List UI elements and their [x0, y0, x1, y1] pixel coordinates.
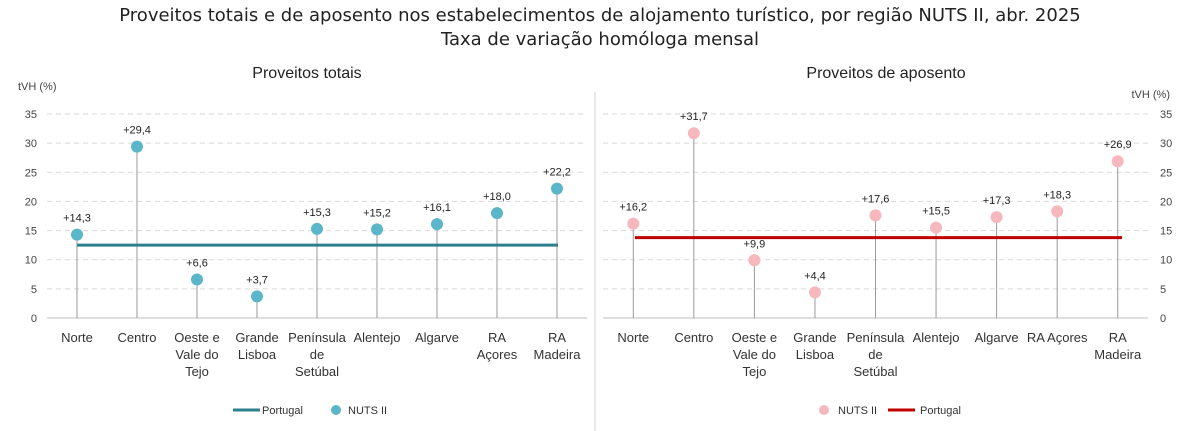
chart-1-category-label: Península [288, 330, 347, 345]
chart-1-legend-label: NUTS II [348, 405, 387, 417]
chart-1-point [251, 290, 263, 303]
chart-1-point [311, 222, 323, 235]
chart-2-point [748, 254, 761, 267]
figure-title-block: Proveitos totais e de aposento nos estab… [0, 4, 1200, 52]
chart-2-category-label: Lisboa [796, 347, 835, 362]
chart-2-point [869, 209, 882, 222]
chart-2-legend-label: Portugal [920, 405, 961, 417]
figure-title: Proveitos totais e de aposento nos estab… [119, 5, 1081, 26]
chart-1-data-label: +18,0 [483, 191, 511, 203]
chart-2-point [1111, 155, 1124, 168]
chart-1-category-label: Oeste e [174, 330, 220, 345]
chart-1-category-label: de [310, 347, 324, 362]
chart-2-category-label: Tejo [742, 364, 766, 379]
chart-1-ytick-label: 10 [25, 255, 37, 267]
chart-2-data-label: +15,5 [922, 206, 950, 218]
chart-1-data-label: +16,1 [423, 202, 451, 214]
chart-1-ylabel: tVH (%) [18, 81, 57, 93]
chart-1-category-label: Vale do [175, 347, 218, 362]
chart-1-category-label: Algarve [415, 330, 459, 345]
chart-2-ytick-label: 0 [1160, 313, 1166, 325]
chart-1-ytick-label: 30 [25, 138, 37, 150]
chart-1-point [191, 273, 203, 286]
chart-2-data-label: +4,4 [804, 270, 826, 282]
chart-2-ylabel: tVH (%) [1132, 89, 1171, 101]
chart-2-ytick-label: 5 [1160, 284, 1166, 296]
chart-2-point [808, 286, 821, 299]
chart-1-legend-label: Portugal [262, 405, 303, 417]
chart-2-category-label: Alentejo [913, 330, 960, 345]
chart-1-category-label: Madeira [534, 347, 582, 362]
chart-2-category-label: Madeira [1094, 347, 1142, 362]
chart-1-ytick-label: 35 [25, 109, 37, 121]
chart-2-title: Proveitos de aposento [806, 65, 965, 82]
chart-1-data-label: +15,3 [303, 207, 331, 219]
chart-2-ytick-label: 15 [1160, 226, 1172, 238]
chart-1-ytick-label: 20 [25, 196, 37, 208]
chart-2-ytick-label: 10 [1160, 255, 1172, 267]
chart-1-category-label: RA [548, 330, 566, 345]
chart-2-data-label: +26,9 [1104, 139, 1132, 151]
figure-subtitle: Taxa de variação homóloga mensal [440, 29, 760, 50]
chart-2-category-label: Península [847, 330, 906, 345]
chart-2-point [930, 221, 943, 234]
chart-1-ytick-label: 0 [31, 313, 37, 325]
chart-1-point [491, 207, 503, 220]
chart-1-point [131, 140, 143, 153]
chart-1-category-label: Tejo [185, 364, 209, 379]
chart-2-legend-label: NUTS II [838, 405, 877, 417]
chart-1-ytick-label: 25 [25, 167, 37, 179]
chart-1-category-label: Norte [61, 330, 93, 345]
chart-2-category-label: Grande [793, 330, 836, 345]
chart-2-data-label: +31,7 [680, 111, 708, 123]
chart-2-category-label: RA Açores [1027, 330, 1088, 345]
chart-1-data-label: +3,7 [246, 274, 268, 286]
chart-1-category-label: Centro [117, 330, 156, 345]
chart-2-ytick-label: 30 [1160, 138, 1172, 150]
chart-1-point [371, 223, 383, 236]
chart-1-category-label: Açores [477, 347, 518, 362]
chart-1-category-label: Setúbal [295, 364, 339, 379]
chart-1-category-label: Grande [235, 330, 278, 345]
chart-1-ytick-label: 5 [31, 284, 37, 296]
chart-1-point [431, 218, 443, 231]
chart-2-category-label: Centro [674, 330, 713, 345]
chart-2-category-label: Vale do [733, 347, 776, 362]
chart-1-title: Proveitos totais [252, 65, 361, 82]
chart-2-legend-dot-swatch [819, 405, 829, 415]
chart-2-data-label: +17,3 [983, 195, 1011, 207]
chart-2-category-label: de [868, 347, 882, 362]
chart-1-data-label: +22,2 [543, 167, 571, 179]
chart-1-point [71, 228, 83, 241]
chart-1-data-label: +29,4 [123, 125, 151, 137]
chart-2-ytick-label: 25 [1160, 167, 1172, 179]
chart-2-category-label: Algarve [975, 330, 1019, 345]
chart-1-ytick-label: 15 [25, 226, 37, 238]
chart-1-data-label: +14,3 [63, 213, 91, 225]
chart-2-ytick-label: 35 [1160, 109, 1172, 121]
chart-2-point [627, 217, 640, 230]
chart-2-point [1051, 205, 1064, 218]
chart-1-point [551, 182, 563, 195]
chart-2-data-label: +9,9 [744, 238, 766, 250]
chart-1-category-label: RA [488, 330, 506, 345]
chart-2-data-label: +18,3 [1043, 189, 1071, 201]
chart-2-category-label: Oeste e [732, 330, 778, 345]
chart-2-data-label: +17,6 [862, 193, 890, 205]
chart-1-data-label: +6,6 [186, 258, 208, 270]
chart-2-point [687, 127, 700, 140]
chart-1-legend-dot-swatch [331, 405, 341, 415]
chart-1-data-label: +15,2 [363, 207, 391, 219]
chart-2-category-label: Norte [617, 330, 649, 345]
chart-2-category-label: RA [1109, 330, 1127, 345]
chart-2-data-label: +16,2 [619, 202, 647, 214]
chart-1-category-label: Lisboa [238, 347, 277, 362]
chart-2-ytick-label: 20 [1160, 196, 1172, 208]
chart-2-category-label: Setúbal [853, 364, 897, 379]
chart-1-category-label: Alentejo [354, 330, 401, 345]
chart-2-point [990, 211, 1003, 224]
